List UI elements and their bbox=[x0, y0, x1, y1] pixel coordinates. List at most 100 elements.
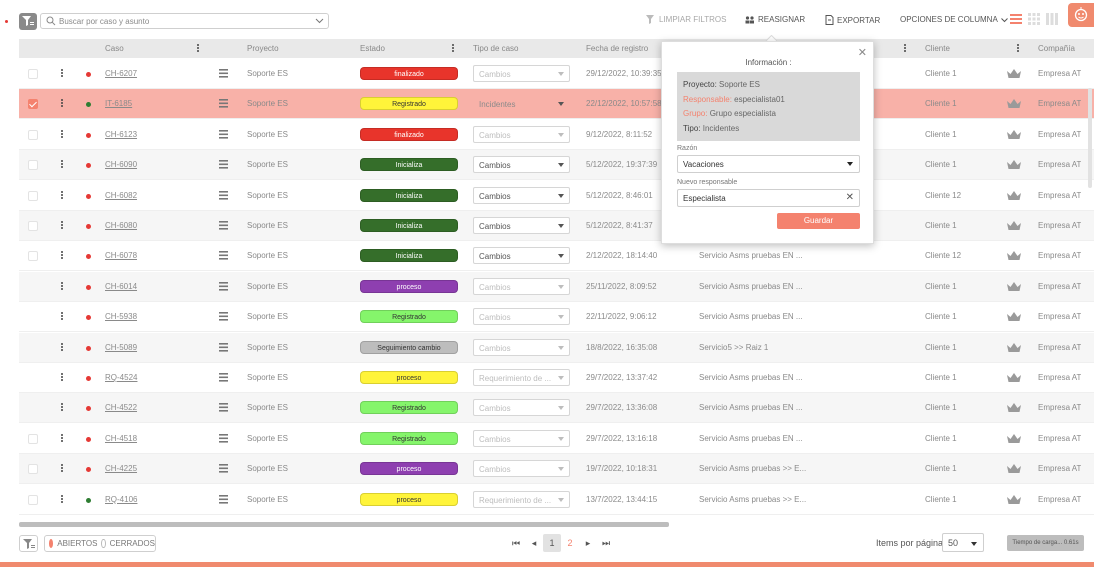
col-menu-icon[interactable] bbox=[196, 43, 200, 54]
new-responsible-field[interactable]: Especialista ✕ bbox=[677, 189, 860, 207]
clear-icon[interactable]: ✕ bbox=[845, 192, 854, 203]
priority-button[interactable] bbox=[1006, 372, 1022, 385]
priority-button[interactable] bbox=[1006, 433, 1022, 446]
row-menu-icon[interactable] bbox=[60, 342, 64, 354]
priority-button[interactable] bbox=[1006, 311, 1022, 324]
col-header-reg-date[interactable]: Fecha de registro bbox=[586, 44, 649, 53]
horizontal-scrollbar[interactable] bbox=[19, 522, 669, 527]
case-type-select[interactable]: Cambios bbox=[473, 429, 570, 447]
detail-button[interactable] bbox=[219, 464, 228, 475]
case-link[interactable]: CH-6123 bbox=[105, 129, 138, 139]
case-link[interactable]: CH-6014 bbox=[105, 281, 138, 291]
detail-button[interactable] bbox=[219, 190, 228, 202]
open-label[interactable]: ABIERTOS bbox=[57, 539, 98, 548]
table-row[interactable]: CH-5089 Soporte ES Seguimiento cambio Cambi… bbox=[19, 332, 1094, 363]
case-link[interactable]: CH-4522 bbox=[105, 403, 138, 413]
priority-button[interactable] bbox=[1006, 342, 1022, 355]
detail-button[interactable] bbox=[219, 433, 228, 445]
case-type-select[interactable]: Cambios bbox=[473, 217, 570, 234]
col-header-company[interactable]: Compañía bbox=[1038, 44, 1075, 53]
col-menu-icon[interactable] bbox=[1016, 43, 1020, 54]
row-menu-icon[interactable] bbox=[60, 311, 64, 323]
row-menu-icon[interactable] bbox=[60, 281, 64, 293]
table-row[interactable]: CH-6080 Soporte ES Inicializa Cambios 5/12/2… bbox=[19, 211, 1094, 241]
export-button[interactable]: EXPORTAR bbox=[825, 15, 880, 25]
table-row[interactable]: CH-6014 Soporte ES proceso Cambios 25/11/202… bbox=[19, 271, 1094, 302]
row-checkbox[interactable] bbox=[28, 69, 38, 79]
detail-button[interactable] bbox=[219, 342, 228, 354]
first-page-icon[interactable]: ⏮ bbox=[511, 538, 521, 548]
priority-button[interactable] bbox=[1006, 463, 1022, 476]
row-menu-icon[interactable] bbox=[60, 220, 64, 232]
col-header-case-type[interactable]: Tipo de caso bbox=[473, 44, 519, 53]
clear-filters-button[interactable]: LIMPIAR FILTROS bbox=[646, 15, 726, 24]
list-view-icon[interactable] bbox=[1010, 13, 1022, 25]
column-options-button[interactable]: OPCIONES DE COLUMNA bbox=[900, 15, 1008, 24]
case-link[interactable]: CH-6090 bbox=[105, 160, 138, 170]
priority-button[interactable] bbox=[1006, 220, 1022, 233]
case-link[interactable]: CH-5089 bbox=[105, 342, 138, 352]
save-button[interactable]: Guardar bbox=[777, 213, 860, 229]
row-menu-icon[interactable] bbox=[60, 129, 64, 141]
table-row[interactable]: IT-6185 Soporte ES Registrado Incidentes 22/… bbox=[19, 89, 1094, 120]
case-link[interactable]: CH-4518 bbox=[105, 433, 138, 443]
filter-toggle-button[interactable] bbox=[19, 13, 37, 30]
detail-button[interactable] bbox=[219, 99, 228, 110]
reassign-button[interactable]: REASIGNAR bbox=[745, 15, 805, 24]
priority-button[interactable] bbox=[1006, 250, 1022, 263]
page-current[interactable]: 1 bbox=[543, 534, 561, 552]
row-menu-icon[interactable] bbox=[60, 402, 64, 414]
case-type-select[interactable]: Cambios bbox=[473, 460, 570, 478]
open-radio[interactable] bbox=[49, 539, 54, 548]
col-menu-icon[interactable] bbox=[451, 43, 455, 54]
case-link[interactable]: RQ-4524 bbox=[105, 373, 138, 382]
row-checkbox[interactable] bbox=[28, 160, 38, 171]
case-type-select[interactable]: Cambios bbox=[473, 338, 570, 356]
row-menu-icon[interactable] bbox=[60, 190, 64, 202]
case-link[interactable]: CH-4225 bbox=[105, 464, 138, 474]
priority-button[interactable] bbox=[1006, 98, 1022, 111]
detail-button[interactable] bbox=[219, 312, 228, 323]
search-box[interactable] bbox=[40, 13, 329, 29]
next-page-icon[interactable]: ▸ bbox=[585, 538, 591, 548]
priority-button[interactable] bbox=[1006, 68, 1022, 81]
detail-button[interactable] bbox=[219, 69, 228, 80]
table-row[interactable]: CH-6123 Soporte ES finalizado Cambios 9/12/2… bbox=[19, 119, 1094, 150]
priority-button[interactable] bbox=[1006, 190, 1022, 203]
col-header-case[interactable]: Caso bbox=[105, 44, 124, 53]
last-page-icon[interactable]: ⏭ bbox=[601, 538, 611, 548]
case-type-select[interactable]: Cambios bbox=[473, 186, 570, 204]
case-type-select[interactable]: Requerimiento de ... bbox=[473, 490, 570, 508]
table-row[interactable]: CH-5938 Soporte ES Registrado Cambios 22/11/… bbox=[19, 302, 1094, 333]
grid-view-icon[interactable] bbox=[1028, 13, 1040, 25]
case-type-select[interactable]: Cambios bbox=[473, 156, 570, 174]
col-header-client[interactable]: Cliente bbox=[925, 44, 950, 53]
detail-button[interactable] bbox=[219, 373, 228, 384]
case-link[interactable]: IT-6185 bbox=[105, 99, 133, 109]
search-input[interactable] bbox=[59, 15, 309, 27]
row-checkbox[interactable] bbox=[28, 221, 38, 231]
row-checkbox[interactable] bbox=[28, 190, 38, 201]
prev-page-icon[interactable]: ◂ bbox=[531, 538, 537, 548]
table-row[interactable]: RQ-4106 Soporte ES proceso Requerimiento de… bbox=[19, 484, 1094, 515]
priority-button[interactable] bbox=[1006, 129, 1022, 142]
row-menu-icon[interactable] bbox=[60, 68, 64, 80]
closed-label[interactable]: CERRADOS bbox=[109, 539, 155, 548]
row-menu-icon[interactable] bbox=[60, 98, 64, 110]
case-type-select[interactable]: Incidentes bbox=[473, 95, 570, 112]
footer-filter-button[interactable] bbox=[19, 535, 38, 552]
col-header-state[interactable]: Estado bbox=[360, 44, 385, 53]
case-type-select[interactable]: Requerimiento de ... bbox=[473, 369, 570, 386]
case-type-select[interactable]: Cambios bbox=[473, 125, 570, 143]
row-checkbox[interactable] bbox=[28, 129, 38, 140]
case-type-select[interactable]: Cambios bbox=[473, 65, 570, 82]
row-checkbox[interactable] bbox=[28, 433, 38, 444]
detail-button[interactable] bbox=[219, 251, 228, 262]
close-icon[interactable]: ✕ bbox=[857, 47, 867, 59]
page-next[interactable]: 2 bbox=[567, 538, 573, 548]
column-view-icon[interactable] bbox=[1046, 13, 1058, 25]
case-type-select[interactable]: Cambios bbox=[473, 308, 570, 326]
table-row[interactable]: CH-4225 Soporte ES proceso Cambios 19/7/2022… bbox=[19, 454, 1094, 485]
closed-radio[interactable] bbox=[101, 539, 106, 548]
detail-button[interactable] bbox=[219, 494, 228, 506]
